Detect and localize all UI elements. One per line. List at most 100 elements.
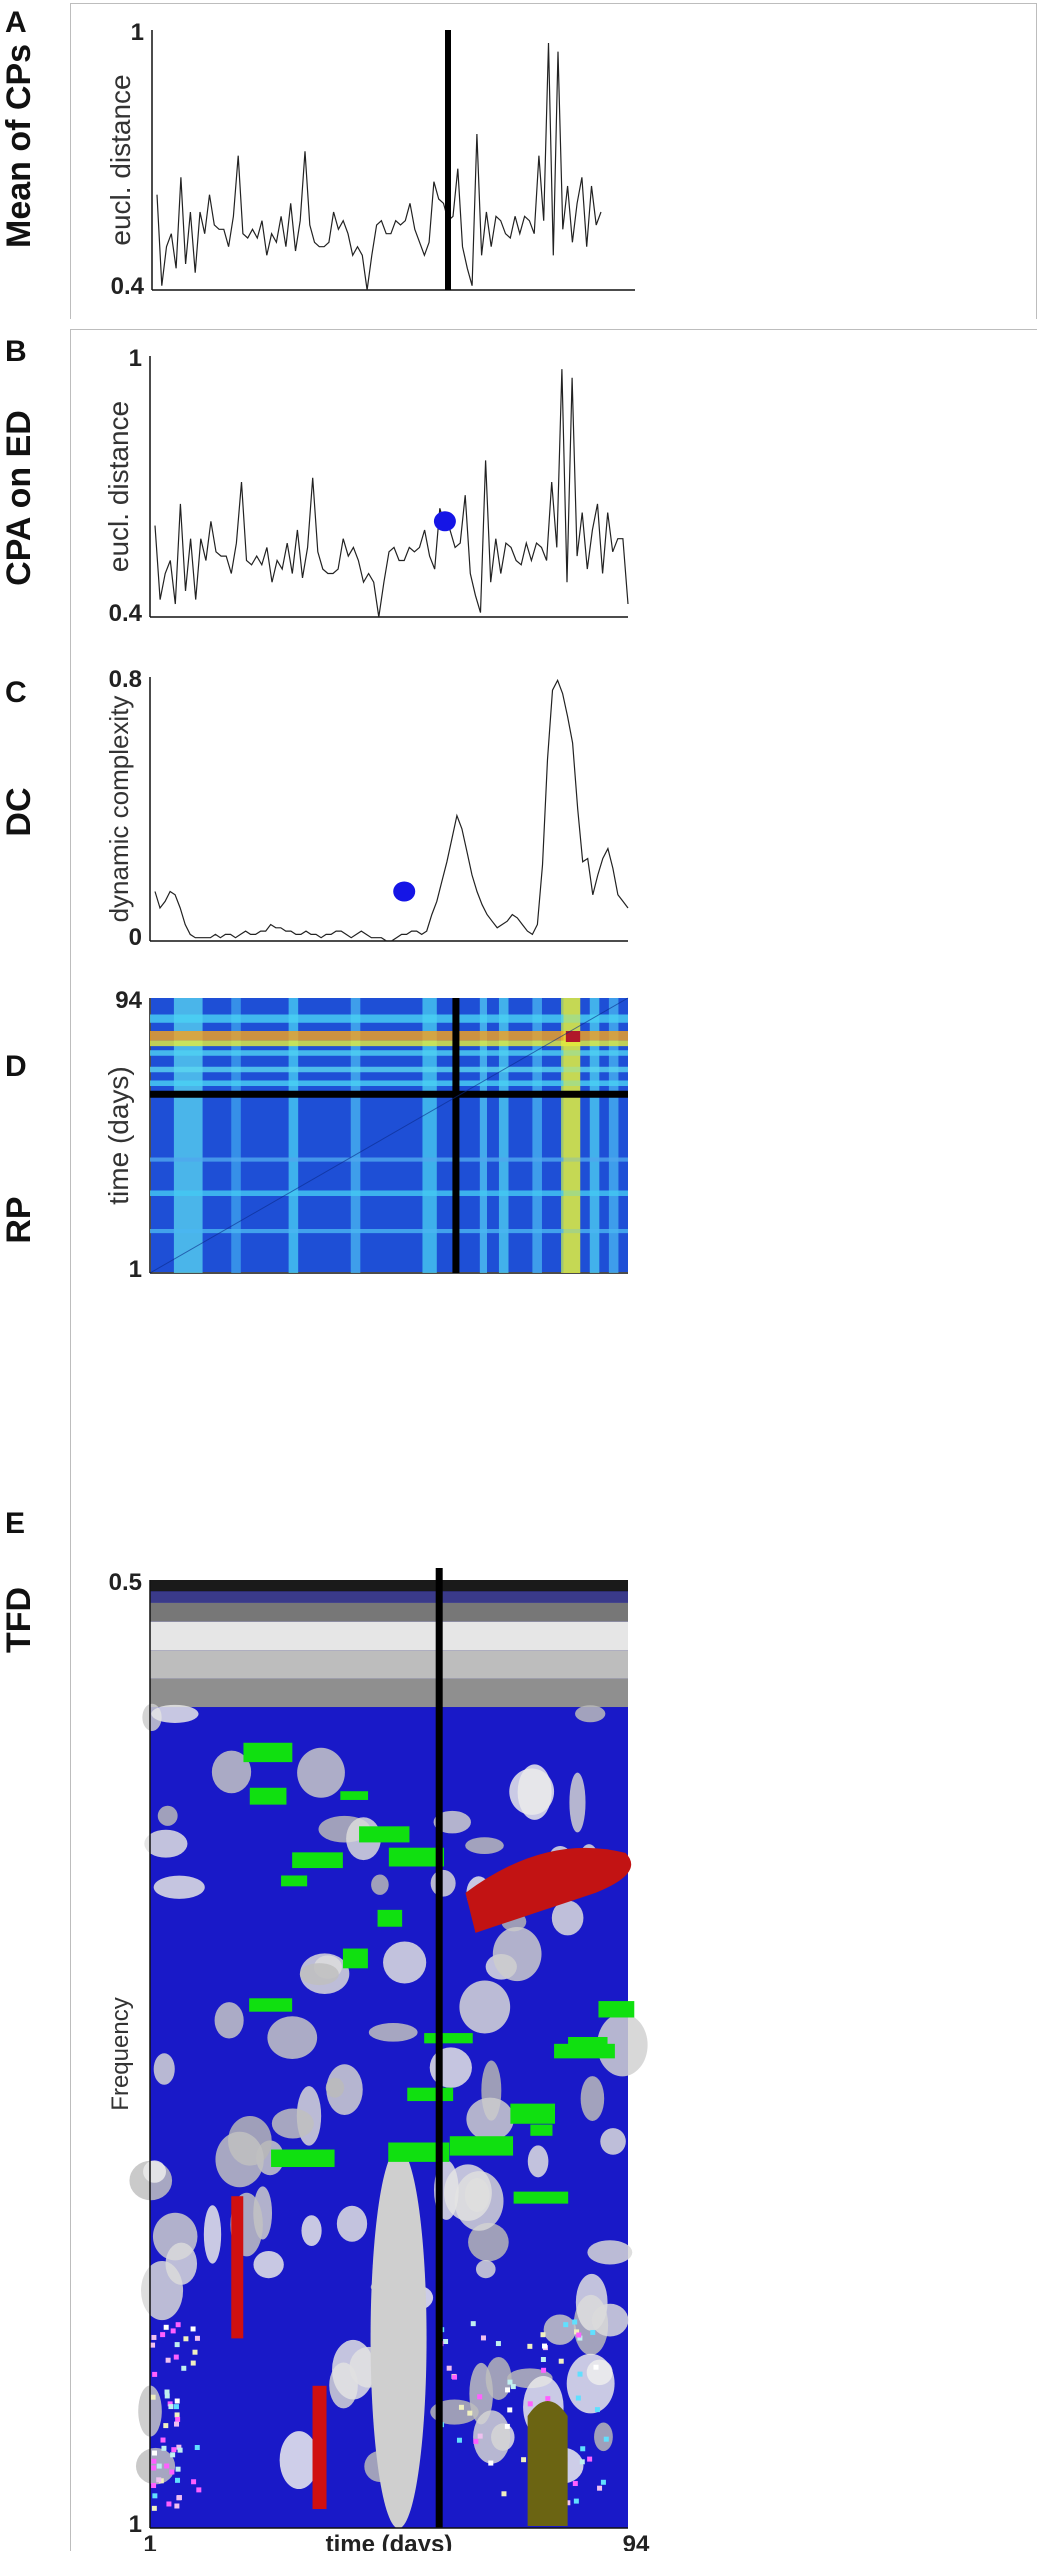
tfd-blob [271, 2108, 314, 2139]
tfd-noise [575, 2395, 581, 2401]
tfd-noise [156, 2477, 162, 2483]
tfd-blob [211, 1750, 252, 1794]
tfd-noise [177, 2447, 183, 2453]
rp-vertical-band [350, 998, 361, 1273]
tfd-red-region [231, 2196, 244, 2339]
tfd-noise [164, 2463, 170, 2469]
tfd-noise [170, 2328, 176, 2334]
tfd-blob [430, 1869, 456, 1897]
time-frequency-plot [129, 1580, 648, 2529]
tfd-noise [590, 2329, 596, 2335]
tfd-blob [214, 2002, 244, 2039]
tfd-noise [152, 2371, 158, 2377]
tfd-noise [170, 2452, 176, 2458]
tfd-noise [158, 2478, 164, 2484]
tfd-noise [573, 2498, 579, 2504]
tfd-noise [473, 2438, 479, 2444]
rp-vertical-band [479, 998, 487, 1273]
tfd-band [150, 1621, 628, 1651]
tfd-noise [470, 2321, 476, 2327]
x-tick-label-left-4: 1 [143, 2531, 156, 2551]
tfd-band [150, 1602, 628, 1622]
tfd-green-patch [510, 2103, 556, 2124]
tfd-noise [166, 2501, 172, 2507]
panel-letter-e: E [5, 1507, 26, 1540]
tfd-noise [579, 2459, 585, 2465]
tfd-noise [477, 2394, 483, 2400]
tfd-noise [171, 2447, 177, 2453]
tfd-noise [458, 2404, 464, 2410]
tfd-noise [576, 2332, 582, 2338]
rp-hot-spot [565, 1031, 581, 1042]
tfd-noise [603, 2436, 609, 2442]
tfd-noise [173, 2404, 179, 2410]
tfd-noise [151, 2334, 157, 2340]
tfd-band [150, 1591, 628, 1603]
tfd-noise [443, 2339, 449, 2345]
tfd-blob [301, 2215, 322, 2246]
rp-horizontal-band [150, 1229, 628, 1234]
tfd-noise [501, 2491, 507, 2497]
tfd-green-patch [407, 2087, 454, 2102]
y-tick-label-bottom-0: 0.4 [111, 273, 145, 300]
rp-vertical-band [589, 998, 600, 1273]
tfd-green-patch [513, 2191, 569, 2204]
rp-vertical-band [532, 998, 542, 1273]
tfd-green-patch [292, 1852, 343, 1869]
rp-horizontal-band [150, 1157, 628, 1162]
tfd-blob [591, 2303, 629, 2337]
tfd-noise [151, 2450, 157, 2456]
tfd-blob [475, 2260, 496, 2279]
tfd-blob [157, 1805, 178, 1826]
tfd-blob [165, 2242, 198, 2285]
tfd-blob [370, 2148, 427, 2529]
tfd-blob [433, 1810, 471, 1834]
tfd-blob [473, 2410, 511, 2464]
tfd-noise [541, 2367, 547, 2373]
tfd-blob [336, 2205, 368, 2242]
rp-horizontal-band [150, 1190, 628, 1196]
tfd-green-patch [249, 1998, 293, 2012]
tfd-noise [507, 2379, 513, 2385]
tfd-noise [175, 2416, 181, 2422]
rp-horizontal-band [150, 1066, 628, 1073]
tfd-noise [563, 2322, 569, 2328]
tfd-blob [492, 1926, 542, 1982]
tfd-noise [196, 2487, 202, 2493]
tfd-noise [151, 2465, 157, 2471]
rp-horizontal-band [150, 1050, 628, 1056]
tfd-blob [459, 1980, 511, 2034]
rp-horizontal-band [150, 1040, 628, 1047]
tfd-noise [194, 2335, 200, 2341]
tfd-green-patch [530, 2124, 553, 2136]
tfd-green-patch [388, 2142, 450, 2162]
tfd-blob [597, 2013, 648, 2077]
tfd-olive-region [527, 2401, 568, 2526]
tfd-blob [297, 1747, 345, 1798]
tfd-noise [163, 2423, 169, 2429]
tfd-noise [587, 2456, 593, 2462]
tfd-noise [600, 2479, 606, 2485]
tfd-green-patch [249, 1787, 287, 1805]
tfd-noise [169, 2469, 175, 2475]
tfd-blob [551, 1900, 584, 1936]
tfd-noise [175, 2477, 181, 2483]
tfd-noise [164, 2393, 170, 2399]
tfd-noise [156, 2463, 162, 2469]
y-tick-label-bottom-2: 0 [129, 924, 142, 951]
tfd-noise [175, 2466, 181, 2472]
tfd-band [150, 1580, 628, 1592]
tfd-noise [150, 2394, 156, 2400]
panel-letter-c: C [5, 676, 27, 709]
tfd-noise [545, 2396, 551, 2402]
tfd-noise [192, 2349, 198, 2355]
y-tick-label-top-0: 1 [131, 19, 144, 46]
tfd-blob [468, 2222, 509, 2262]
tfd-noise [181, 2365, 187, 2371]
panel-b-frame [70, 329, 1037, 2551]
tfd-noise [174, 2398, 180, 2404]
tfd-noise [507, 2407, 513, 2413]
tfd-blob [586, 2359, 613, 2386]
rp-diagonal [149, 997, 629, 1274]
